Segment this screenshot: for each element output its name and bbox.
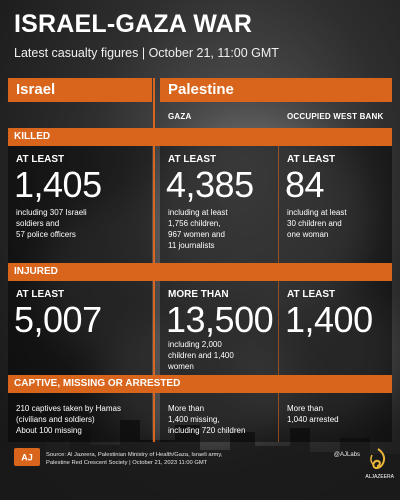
injured-israel-label: AT LEAST	[16, 289, 65, 300]
killed-west-bank-value: 84	[285, 164, 325, 205]
killed-israel-label: AT LEAST	[16, 154, 65, 165]
captive-gaza-note: More than 1,400 missing, including 720 c…	[168, 404, 246, 435]
aj-logo-icon: AJ	[14, 448, 40, 466]
injured-gaza-value: 13,500	[166, 299, 274, 340]
killed-israel-note: including 307 Israeli soldiers and 57 po…	[16, 208, 87, 239]
ajlabs-handle: @AJLabs	[333, 452, 360, 458]
page-subtitle: Latest casualty figures | October 21, 11…	[14, 46, 279, 60]
section-header-killed: KILLED	[8, 128, 392, 146]
footer-source: Source: Al Jazeera, Palestinian Ministry…	[46, 452, 223, 466]
section-header-injured: INJURED	[8, 263, 392, 281]
column-header-israel: Israel	[8, 78, 152, 102]
subheader-west-bank: OCCUPIED WEST BANK	[287, 112, 384, 121]
subcolumn-divider	[278, 146, 279, 442]
column-divider	[153, 78, 155, 442]
injured-gaza-label: MORE THAN	[168, 289, 229, 300]
section-header-captive: CAPTIVE, MISSING OR ARRESTED	[8, 375, 392, 393]
killed-west-bank-label: AT LEAST	[287, 154, 336, 165]
aljazeera-emblem-icon	[370, 448, 386, 470]
column-header-palestine: Palestine	[160, 78, 392, 102]
injured-west-bank-label: AT LEAST	[287, 289, 336, 300]
killed-west-bank-note: including at least 30 children and one w…	[287, 208, 347, 239]
killed-gaza-label: AT LEAST	[168, 154, 217, 165]
captive-israel-note: 210 captives taken by Hamas (civilians a…	[16, 404, 121, 435]
subheader-gaza: GAZA	[168, 112, 192, 121]
page-title: ISRAEL-GAZA WAR	[14, 10, 253, 38]
injured-israel-value: 5,007	[14, 299, 102, 340]
svg-text:AJ: AJ	[21, 453, 33, 463]
killed-gaza-value: 4,385	[166, 164, 254, 205]
killed-israel-value: 1,405	[14, 164, 102, 205]
injured-gaza-note: including 2,000 children and 1,400 women	[168, 340, 234, 371]
killed-gaza-note: including at least 1,756 children, 967 w…	[168, 208, 228, 250]
injured-west-bank-value: 1,400	[285, 299, 373, 340]
captive-west-bank-note: More than 1,040 arrested	[287, 404, 339, 424]
aljazeera-brand: ALJAZEERA	[365, 474, 394, 480]
